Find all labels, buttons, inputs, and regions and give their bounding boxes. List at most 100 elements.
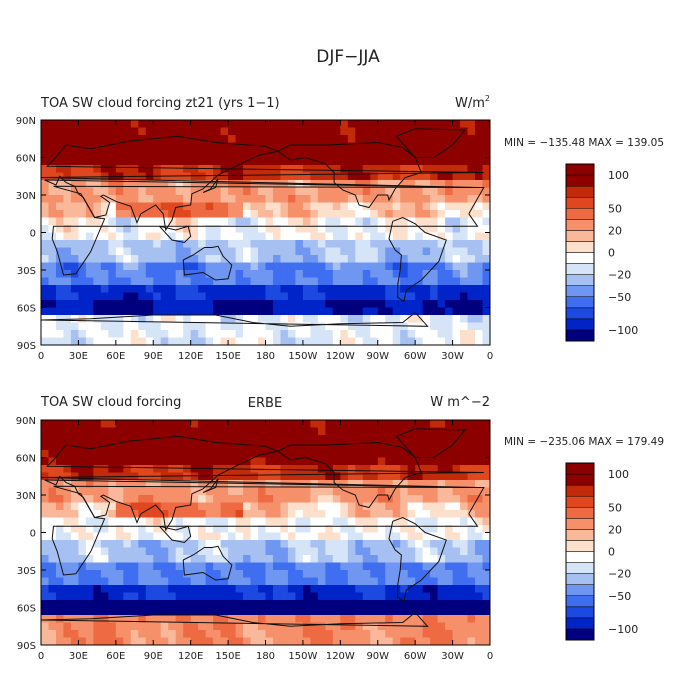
field-cell (400, 495, 409, 503)
field-cell (392, 577, 401, 586)
field-cell (168, 487, 177, 496)
field-cell (475, 142, 483, 151)
field-cell (160, 547, 169, 556)
field-cell (310, 150, 319, 158)
field-cell (415, 562, 424, 571)
field-cell (407, 135, 416, 143)
field-cell (168, 217, 177, 226)
field-cell (310, 262, 319, 271)
field-cell (370, 232, 379, 241)
field-cell (302, 150, 311, 158)
field-cell (100, 502, 109, 511)
field-cell (280, 172, 289, 181)
field-cell (467, 187, 476, 196)
field-cell (392, 585, 401, 593)
field-cell (48, 202, 57, 211)
field-cell (280, 555, 289, 563)
field-cell (467, 592, 476, 601)
field-cell (445, 135, 453, 143)
field-cell (190, 450, 199, 458)
field-cell (340, 307, 349, 316)
field-cell (280, 225, 289, 233)
field-cell (93, 270, 102, 278)
field-cell (287, 442, 296, 451)
field-cell (115, 540, 124, 548)
field-cell (392, 525, 401, 533)
field-cell (78, 420, 87, 428)
field-cell (287, 435, 296, 443)
field-cell (475, 210, 483, 218)
field-cell (258, 337, 266, 345)
field-cell (407, 262, 416, 271)
field-cell (153, 187, 162, 196)
field-cell (55, 480, 64, 488)
field-cell (228, 600, 236, 608)
field-cell (258, 307, 266, 316)
field-cell (78, 495, 87, 503)
field-cell (108, 502, 117, 511)
field-cell (460, 337, 468, 345)
field-cell (430, 420, 439, 428)
field-cell (415, 180, 424, 188)
field-cell (467, 330, 476, 338)
field-cell (415, 510, 424, 518)
field-cell (100, 450, 109, 458)
field-cell (317, 495, 326, 503)
field-cell (183, 607, 192, 616)
x-tick-label: 30E (69, 351, 88, 362)
field-cell (422, 450, 431, 458)
field-cell (100, 120, 109, 128)
field-cell (400, 487, 409, 496)
field-cell (355, 532, 364, 541)
field-cell (385, 517, 394, 526)
field-cell (198, 562, 207, 571)
field-cell (220, 292, 229, 301)
field-cell (415, 307, 424, 316)
coastline (395, 428, 467, 458)
field-cell (437, 322, 446, 331)
field-cell (70, 225, 79, 233)
field-cell (430, 180, 439, 188)
field-cell (317, 120, 326, 128)
colorbar-label: −50 (608, 291, 631, 304)
field-cell (175, 127, 184, 136)
field-cell (85, 307, 94, 316)
field-cell (145, 540, 154, 548)
field-cell (123, 330, 132, 338)
field-cell (332, 622, 341, 631)
field-cell (437, 247, 446, 256)
field-cell (355, 217, 364, 226)
field-cell (63, 210, 72, 218)
field-cell (475, 307, 483, 316)
field-cell (302, 570, 311, 578)
field-cell (175, 172, 184, 181)
field-cell (160, 187, 169, 196)
field-cell (250, 472, 259, 481)
field-cell (205, 472, 214, 481)
field-cell (108, 255, 117, 263)
field-cell (422, 600, 431, 608)
field-cell (153, 487, 162, 496)
field-cell (302, 585, 311, 593)
field-cell (250, 217, 259, 226)
field-cell (235, 285, 244, 293)
field-cell (160, 165, 169, 173)
field-cell (213, 142, 221, 151)
field-cell (317, 225, 326, 233)
field-cell (258, 247, 266, 256)
field-cell (130, 450, 139, 458)
field-cell (445, 622, 453, 631)
field-cell (302, 615, 311, 623)
field-cell (482, 142, 490, 151)
field-cell (362, 142, 371, 151)
field-cell (41, 172, 49, 181)
field-cell (287, 172, 296, 181)
field-cell (138, 217, 147, 226)
field-cell (370, 442, 379, 451)
field-cell (235, 622, 244, 631)
field-cell (220, 307, 229, 316)
colorbar-bin (565, 529, 595, 541)
field-cell (272, 570, 281, 578)
field-cell (175, 435, 184, 443)
